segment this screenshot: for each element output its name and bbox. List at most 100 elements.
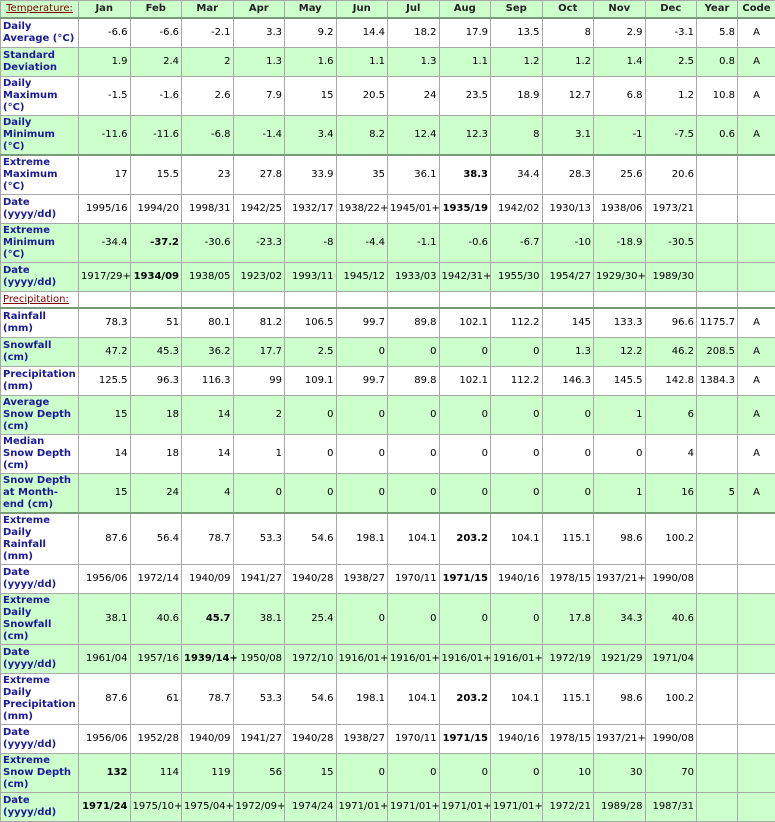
value-cell xyxy=(738,513,775,565)
value-cell: -1.6 xyxy=(130,77,182,116)
value-cell: 1990/08 xyxy=(645,565,697,594)
row-label: Date (yyyy/dd) xyxy=(1,263,79,292)
value-cell: 1993/11 xyxy=(285,263,337,292)
value-cell: 125.5 xyxy=(79,367,131,396)
value-cell: 0 xyxy=(542,474,594,514)
row-label: Daily Average (°C) xyxy=(1,18,79,48)
value-cell xyxy=(738,195,775,224)
value-cell: 119 xyxy=(182,754,234,793)
value-cell: 9.2 xyxy=(285,18,337,48)
value-cell: 98.6 xyxy=(594,513,646,565)
value-cell: -1.1 xyxy=(388,224,440,263)
value-cell: 1975/04+ xyxy=(182,793,234,822)
value-cell: -4.4 xyxy=(336,224,388,263)
value-cell: 1938/27 xyxy=(336,725,388,754)
value-cell: 0 xyxy=(491,338,543,367)
value-cell: 12.3 xyxy=(439,116,491,156)
value-cell: 115.1 xyxy=(542,513,594,565)
value-cell: 0 xyxy=(336,474,388,514)
value-cell: 112.2 xyxy=(491,367,543,396)
row-label: Median Snow Depth (cm) xyxy=(1,435,79,474)
value-cell: 0 xyxy=(336,435,388,474)
value-cell xyxy=(738,565,775,594)
value-cell: A xyxy=(738,77,775,116)
value-cell: 1938/27 xyxy=(336,565,388,594)
value-cell: 100.2 xyxy=(645,674,697,725)
row-label: Extreme Minimum (°C) xyxy=(1,224,79,263)
value-cell: 1971/15 xyxy=(439,725,491,754)
value-cell: 40.6 xyxy=(130,594,182,645)
value-cell: 104.1 xyxy=(388,674,440,725)
value-cell: 0.6 xyxy=(697,116,738,156)
value-cell: 12.2 xyxy=(594,338,646,367)
value-cell: 78.7 xyxy=(182,674,234,725)
value-cell: 1916/01+ xyxy=(439,645,491,674)
row-label: Daily Maximum (°C) xyxy=(1,77,79,116)
value-cell: 115.1 xyxy=(542,674,594,725)
value-cell: 0 xyxy=(336,396,388,435)
value-cell: 0 xyxy=(388,754,440,793)
row-label: Precipitation (mm) xyxy=(1,367,79,396)
value-cell: 1971/01+ xyxy=(491,793,543,822)
value-cell: -10 xyxy=(542,224,594,263)
value-cell: 27.8 xyxy=(233,155,285,195)
value-cell: 0 xyxy=(439,435,491,474)
value-cell: 1972/10 xyxy=(285,645,337,674)
value-cell: 1941/27 xyxy=(233,725,285,754)
section-link[interactable]: Precipitation: xyxy=(3,294,69,305)
value-cell: 38.1 xyxy=(233,594,285,645)
value-cell: 1990/08 xyxy=(645,725,697,754)
value-cell: 1971/01+ xyxy=(336,793,388,822)
section-label: Precipitation: xyxy=(1,292,79,309)
value-cell: 17.9 xyxy=(439,18,491,48)
value-cell: 20.5 xyxy=(336,77,388,116)
value-cell: 2.4 xyxy=(130,48,182,77)
column-header: Oct xyxy=(542,1,594,19)
column-header: Feb xyxy=(130,1,182,19)
value-cell: 102.1 xyxy=(439,308,491,338)
value-cell: 1 xyxy=(233,435,285,474)
column-header: May xyxy=(285,1,337,19)
value-cell: 1935/19 xyxy=(439,195,491,224)
value-cell: 17 xyxy=(79,155,131,195)
value-cell: 78.7 xyxy=(182,513,234,565)
value-cell: 14 xyxy=(182,435,234,474)
value-cell xyxy=(738,263,775,292)
value-cell: 61 xyxy=(130,674,182,725)
data-row: Extreme Minimum (°C)-34.4-37.2-30.6-23.3… xyxy=(1,224,775,263)
value-cell: 1.2 xyxy=(491,48,543,77)
value-cell: -11.6 xyxy=(79,116,131,156)
value-cell: 106.5 xyxy=(285,308,337,338)
value-cell: A xyxy=(738,338,775,367)
blank-cell xyxy=(285,292,337,309)
row-label: Snowfall (cm) xyxy=(1,338,79,367)
value-cell xyxy=(697,435,738,474)
value-cell: 1 xyxy=(594,396,646,435)
value-cell: 6.8 xyxy=(594,77,646,116)
value-cell: 2.6 xyxy=(182,77,234,116)
section-link[interactable]: Temperature: xyxy=(6,3,73,14)
blank-cell xyxy=(594,292,646,309)
value-cell: 1.1 xyxy=(336,48,388,77)
value-cell: 1972/09+ xyxy=(233,793,285,822)
value-cell: 203.2 xyxy=(439,674,491,725)
blank-cell xyxy=(491,292,543,309)
column-header: Mar xyxy=(182,1,234,19)
blank-cell xyxy=(738,292,775,309)
value-cell: 2.5 xyxy=(285,338,337,367)
value-cell: 1952/28 xyxy=(130,725,182,754)
value-cell: 5 xyxy=(697,474,738,514)
value-cell: 1916/01+ xyxy=(336,645,388,674)
value-cell xyxy=(697,725,738,754)
value-cell: 198.1 xyxy=(336,674,388,725)
value-cell: 1971/01+ xyxy=(439,793,491,822)
column-header: Jul xyxy=(388,1,440,19)
